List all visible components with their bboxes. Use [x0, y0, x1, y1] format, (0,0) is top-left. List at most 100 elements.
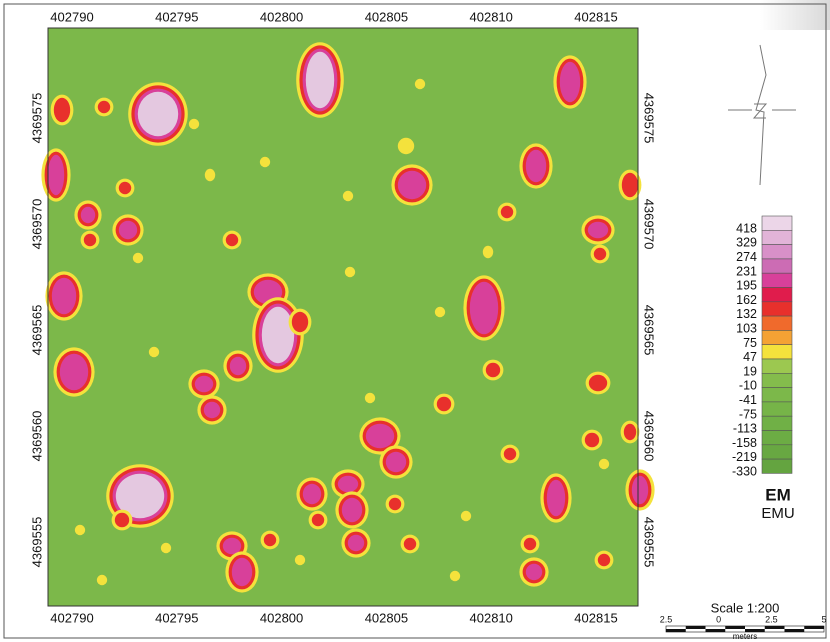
x-coord-bottom: 402800	[260, 610, 303, 625]
x-coord-top: 402810	[470, 9, 513, 24]
x-coord-top: 402805	[365, 9, 408, 24]
scale-outline	[665, 625, 825, 633]
scale-segment	[685, 626, 706, 629]
anomaly	[59, 353, 89, 391]
anomaly	[397, 170, 427, 200]
y-coord-right: 4369570	[642, 199, 657, 250]
legend-unit: EMU	[761, 505, 794, 522]
legend-label: 19	[743, 364, 757, 378]
anomaly	[160, 542, 172, 554]
scale-title: Scale 1:200	[711, 600, 780, 615]
legend-label: 75	[743, 336, 757, 350]
anomaly	[631, 475, 649, 505]
anomaly	[347, 534, 365, 552]
legend-swatch	[761, 287, 793, 303]
scale-unit: meters	[733, 632, 757, 641]
anomaly	[621, 172, 639, 198]
anomaly	[449, 570, 461, 582]
anomaly	[414, 78, 426, 90]
anomaly	[460, 510, 472, 522]
legend-swatch	[761, 372, 793, 388]
anomaly	[302, 483, 322, 505]
anomaly	[47, 154, 65, 196]
anomaly	[118, 181, 132, 195]
anomaly	[525, 149, 547, 183]
anomaly	[436, 396, 452, 412]
anomaly	[523, 537, 537, 551]
legend-swatch	[761, 401, 793, 417]
anomaly	[337, 475, 359, 493]
scale-tick-label: 2.5	[765, 614, 778, 624]
y-coord-right: 4369575	[642, 93, 657, 144]
anomaly	[231, 557, 253, 587]
legend-swatch	[761, 315, 793, 331]
x-coord-top: 402795	[155, 9, 198, 24]
anomaly	[623, 423, 637, 441]
x-coord-bottom: 402805	[365, 610, 408, 625]
legend-swatch	[761, 230, 793, 245]
anomaly	[261, 306, 295, 364]
anomaly	[588, 374, 608, 392]
anomaly	[114, 512, 130, 528]
legend-swatch	[761, 387, 793, 403]
anomaly	[115, 473, 165, 519]
legend-label: -330	[732, 465, 757, 479]
anomaly	[204, 168, 216, 182]
legend-swatch	[761, 244, 793, 260]
scale-segment	[705, 629, 726, 632]
anomaly	[503, 447, 517, 461]
legend-label: 103	[736, 322, 757, 336]
legend-label: -41	[739, 393, 757, 407]
scale-segment	[764, 626, 785, 629]
x-coord-bottom: 402795	[155, 610, 198, 625]
anomaly	[203, 401, 221, 419]
y-coord-left: 4369560	[29, 411, 44, 462]
x-coord-bottom: 402810	[470, 610, 513, 625]
anomaly	[74, 524, 86, 536]
legend-swatch	[761, 415, 793, 431]
x-coord-top: 402790	[50, 9, 93, 24]
anomaly	[222, 537, 242, 555]
legend-label: -10	[739, 379, 757, 393]
scale-tick-label: 2.5	[660, 614, 673, 624]
scale-tick-label: 0	[716, 614, 721, 624]
anomaly	[194, 375, 214, 393]
scale-segment	[784, 629, 805, 632]
scale-bar: 2.5 0 2.5 5	[660, 614, 827, 633]
anomaly	[385, 451, 407, 473]
legend-swatch	[761, 258, 793, 274]
anomaly	[525, 563, 543, 581]
anomaly	[83, 233, 97, 247]
anomaly	[482, 245, 494, 259]
anomaly	[225, 233, 239, 247]
legend: 418329274231195162132103754719-10-41-75-…	[732, 215, 793, 479]
anomaly	[188, 118, 200, 130]
legend-swatch	[761, 458, 793, 474]
legend-label: 195	[736, 279, 757, 293]
anomaly	[365, 423, 395, 449]
anomaly	[546, 479, 566, 517]
anomalies	[41, 42, 655, 593]
legend-label: 162	[736, 293, 757, 307]
anomaly	[559, 61, 581, 103]
anomaly	[132, 252, 144, 264]
x-coord-top: 402815	[574, 9, 617, 24]
y-coord-left: 4369570	[29, 199, 44, 250]
anomaly	[259, 156, 271, 168]
legend-label: 47	[743, 350, 757, 364]
anomaly	[305, 51, 335, 109]
legend-label: -75	[739, 407, 757, 421]
legend-label: 274	[736, 250, 757, 264]
legend-swatch	[761, 444, 793, 460]
anomaly	[341, 497, 363, 523]
north-arrow	[728, 44, 796, 186]
x-coord-top: 402800	[260, 9, 303, 24]
y-coord-right: 4369555	[642, 517, 657, 568]
anomaly	[229, 356, 247, 376]
x-coord-bottom: 402790	[50, 610, 93, 625]
anomaly	[593, 247, 607, 261]
legend-label: 132	[736, 307, 757, 321]
anomaly	[344, 266, 356, 278]
anomaly	[137, 91, 179, 137]
